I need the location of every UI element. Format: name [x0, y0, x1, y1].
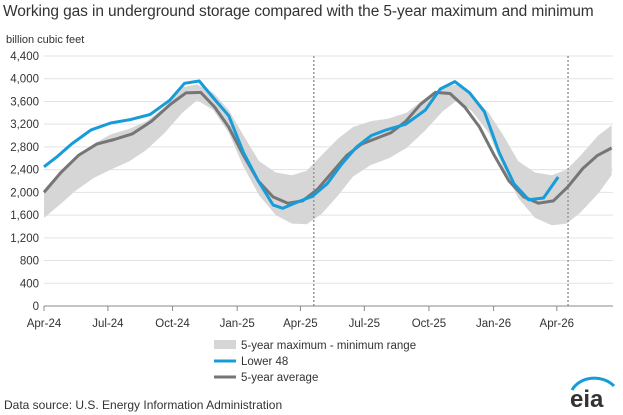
- x-tick-label: Oct-24: [155, 318, 190, 330]
- x-tick-label: Apr-24: [27, 318, 62, 330]
- x-tick-label: Apr-25: [283, 318, 318, 330]
- y-tick-label: 400: [20, 278, 39, 290]
- y-tick-label: 4,000: [10, 74, 39, 86]
- x-axis-ticks: Apr-24 Jul-24 Oct-24 Jan-25 Apr-25 Jul-25 Oct-…: [27, 306, 574, 330]
- x-tick-label: Jul-24: [92, 318, 124, 330]
- y-tick-label: 0: [33, 301, 39, 313]
- y-tick-label: 4,400: [10, 51, 39, 63]
- x-tick-label: Apr-26: [540, 318, 575, 330]
- x-tick-label: Jan-25: [220, 318, 255, 330]
- y-axis-unit-label: billion cubic feet: [6, 34, 85, 46]
- eia-logo-arc: [570, 376, 616, 391]
- legend-swatch-range: [214, 340, 236, 349]
- y-axis-ticks: 0 400 800 1,200 1,600 2,000 2,400 2,800 3,200 3,6…: [10, 51, 39, 313]
- y-tick-label: 2,800: [10, 142, 39, 154]
- y-tick-label: 2,000: [10, 187, 39, 199]
- data-source-note: Data source: U.S. Energy Information Adm…: [4, 398, 283, 412]
- legend-label-five-year-average: 5-year average: [241, 372, 318, 384]
- chart-title: Working gas in underground storage compa…: [3, 3, 594, 20]
- x-tick-label: Oct-25: [412, 318, 447, 330]
- y-tick-label: 1,200: [10, 233, 39, 245]
- gridlines: [44, 55, 613, 284]
- legend-label-range: 5-year maximum - minimum range: [241, 340, 416, 352]
- range-band: [44, 84, 612, 226]
- legend: 5-year maximum - minimum range Lower 48 …: [214, 340, 416, 384]
- y-tick-label: 800: [20, 256, 39, 268]
- lower-48-line: [43, 79, 560, 210]
- x-tick-label: Jan-26: [476, 318, 511, 330]
- five-year-average-line: [42, 90, 613, 205]
- period-dividers: [312, 56, 569, 306]
- eia-logo-text: eia: [570, 386, 604, 410]
- y-tick-label: 2,400: [10, 165, 39, 177]
- legend-label-lower-48: Lower 48: [241, 356, 288, 368]
- y-tick-label: 3,600: [10, 96, 39, 108]
- x-tick-label: Jul-25: [349, 318, 380, 330]
- eia-logo: eia: [570, 376, 616, 410]
- y-tick-label: 3,200: [10, 119, 39, 131]
- y-tick-label: 1,600: [10, 210, 39, 222]
